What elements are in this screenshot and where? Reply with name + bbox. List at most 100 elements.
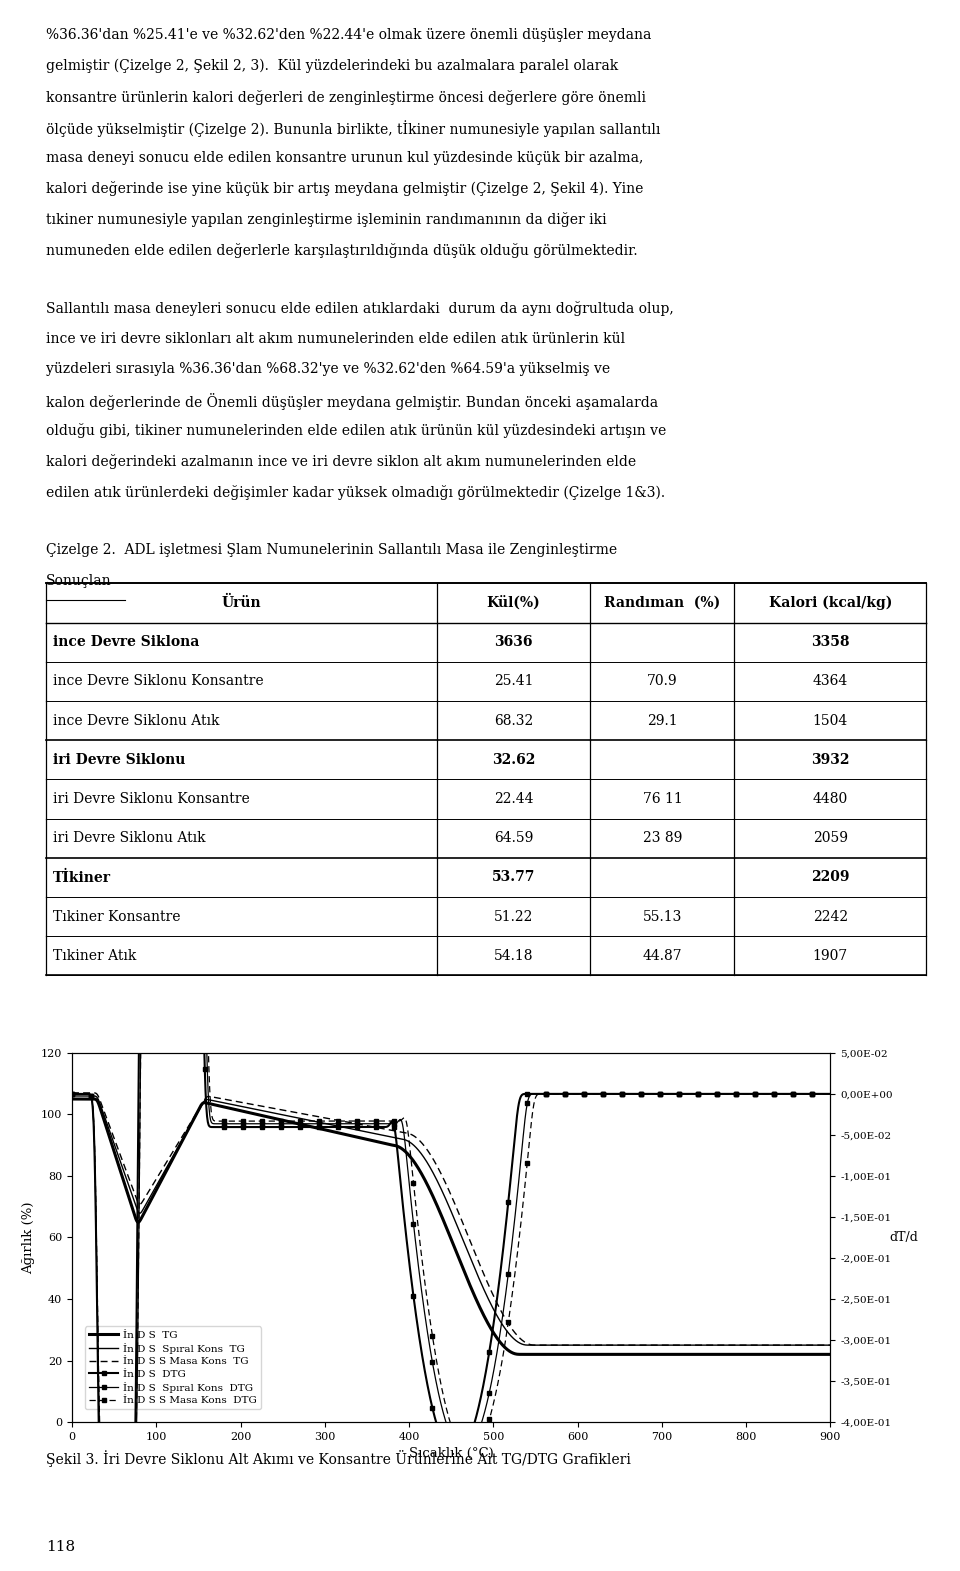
İn D S S Masa Kons  DTG: [118, 1478, 130, 1497]
Text: Randıman  (%): Randıman (%): [604, 595, 721, 610]
Text: 29.1: 29.1: [647, 713, 678, 727]
İn D S  Spıral Kons  TG: [435, 1178, 446, 1197]
İn D S  Spıral Kons  DTG: [66, 1084, 78, 1103]
İn D S  Spıral Kons  DTG: [105, 1500, 116, 1519]
Text: 32.62: 32.62: [492, 753, 536, 767]
Text: tıkiner numunesiyle yapılan zenginleştirme işleminin randımanının da diğer iki: tıkiner numunesiyle yapılan zenginleştir…: [46, 212, 607, 228]
Text: ince Devre Siklonu Atık: ince Devre Siklonu Atık: [53, 713, 219, 727]
Text: edilen atık ürünlerdeki değişimler kadar yüksek olmadığı görülmektedir (Çizelge : edilen atık ürünlerdeki değişimler kadar…: [46, 485, 665, 500]
İn D S S Masa Kons  DTG: [105, 1478, 116, 1497]
Text: kalori değerindeki azalmanın ince ve iri devre siklon alt akım numunelerinden el: kalori değerindeki azalmanın ince ve iri…: [46, 454, 636, 470]
Text: Sallantılı masa deneyleri sonucu elde edilen atıklardaki  durum da aynı doğrultu: Sallantılı masa deneyleri sonucu elde ed…: [46, 302, 674, 316]
Text: 76 11: 76 11: [642, 792, 683, 806]
İn D S S Masa Kons  TG: [435, 1164, 446, 1183]
Y-axis label: Ağırlık (%): Ağırlık (%): [22, 1202, 36, 1274]
Text: Şekil 3. İri Devre Siklonu Alt Akımı ve Konsantre Ürünlerine Ait TG/DTG Grafikle: Şekil 3. İri Devre Siklonu Alt Akımı ve …: [46, 1450, 631, 1467]
Text: 44.87: 44.87: [642, 949, 683, 963]
Text: 64.59: 64.59: [493, 831, 534, 845]
Line: İn D S S Masa Kons  DTG: İn D S S Masa Kons DTG: [69, 851, 833, 1491]
Text: 4480: 4480: [813, 792, 848, 806]
Text: 23 89: 23 89: [642, 831, 683, 845]
İn D S  DTG: [804, 1084, 815, 1103]
Text: 2242: 2242: [813, 910, 848, 924]
Text: 2209: 2209: [811, 870, 850, 884]
Text: Kalori (kcal/kg): Kalori (kcal/kg): [769, 595, 892, 610]
Text: ince Devre Siklonu Konsantre: ince Devre Siklonu Konsantre: [53, 674, 263, 688]
İn D S  Spıral Kons  DTG: [416, 1280, 427, 1299]
Text: Tİkiner: Tİkiner: [53, 870, 110, 884]
Legend: İn D S  TG, İn D S  Spıral Kons  TG, İn D S S Masa Kons  TG, İn D S  DTG, İn D S: İn D S TG, İn D S Spıral Kons TG, İn D S…: [84, 1326, 261, 1409]
İn D S  TG: [519, 1345, 531, 1364]
İn D S S Masa Kons  DTG: [804, 1084, 815, 1103]
İn D S  TG: [663, 1345, 675, 1364]
İn D S  Spıral Kons  DTG: [436, 1397, 447, 1415]
İn D S  TG: [435, 1205, 446, 1224]
Line: İn D S  DTG: İn D S DTG: [69, 814, 833, 1552]
İn D S  DTG: [664, 1084, 676, 1103]
İn D S  DTG: [105, 1540, 116, 1558]
Text: iri Devre Siklonu Atık: iri Devre Siklonu Atık: [53, 831, 205, 845]
İn D S S Masa Kons  TG: [105, 1120, 116, 1139]
İn D S  TG: [66, 1090, 78, 1109]
Text: 4364: 4364: [813, 674, 848, 688]
Text: 3358: 3358: [811, 635, 850, 649]
İn D S  TG: [825, 1345, 836, 1364]
Text: konsantre ürünlerin kalori değerleri de zenginleştirme öncesi değerlere göre öne: konsantre ürünlerin kalori değerleri de …: [46, 90, 646, 105]
Text: 3636: 3636: [494, 635, 533, 649]
İn D S  TG: [803, 1345, 814, 1364]
Text: 70.9: 70.9: [647, 674, 678, 688]
İn D S  DTG: [803, 1084, 814, 1103]
İn D S  Spıral Kons  TG: [528, 1335, 540, 1354]
Text: 2059: 2059: [813, 831, 848, 845]
İn D S  Spıral Kons  TG: [105, 1125, 116, 1144]
Text: olduğu gibi, tikiner numunelerinden elde edilen atık ürünün kül yüzdesindeki art: olduğu gibi, tikiner numunelerinden elde…: [46, 424, 666, 438]
İn D S S Masa Kons  DTG: [664, 1084, 676, 1103]
Text: kalon değerlerinde de Önemli düşüşler meydana gelmiştir. Bundan önceki aşamalard: kalon değerlerinde de Önemli düşüşler me…: [46, 393, 659, 410]
İn D S  Spıral Kons  TG: [803, 1335, 814, 1354]
Text: Sonuçlan: Sonuçlan: [46, 573, 111, 588]
Text: Kül(%): Kül(%): [487, 595, 540, 610]
Text: ince Devre Siklona: ince Devre Siklona: [53, 635, 199, 649]
İn D S  TG: [105, 1131, 116, 1150]
İn D S  DTG: [436, 1430, 447, 1448]
İn D S  DTG: [825, 1084, 836, 1103]
İn D S S Masa Kons  DTG: [160, 845, 172, 864]
İn D S S Masa Kons  TG: [803, 1335, 814, 1354]
İn D S  Spıral Kons  DTG: [664, 1084, 676, 1103]
Text: 118: 118: [46, 1540, 75, 1554]
İn D S  TG: [803, 1345, 814, 1364]
İn D S  Spıral Kons  DTG: [803, 1084, 814, 1103]
Text: 22.44: 22.44: [493, 792, 534, 806]
Text: Ürün: Ürün: [222, 595, 261, 610]
Text: yüzdeleri sırasıyla %36.36'dan %68.32'ye ve %32.62'den %64.59'a yükselmiş ve: yüzdeleri sırasıyla %36.36'dan %68.32'ye…: [46, 363, 611, 375]
Text: ölçüde yükselmiştir (Çizelge 2). Bununla birlikte, tİkiner numunesiyle yapılan s: ölçüde yükselmiştir (Çizelge 2). Bununla…: [46, 121, 660, 137]
İn D S S Masa Kons  TG: [803, 1335, 814, 1354]
Text: 51.22: 51.22: [493, 910, 534, 924]
Text: 1907: 1907: [813, 949, 848, 963]
İn D S S Masa Kons  TG: [415, 1133, 426, 1152]
İn D S S Masa Kons  DTG: [436, 1378, 447, 1397]
Text: 54.18: 54.18: [493, 949, 534, 963]
Y-axis label: dT/d: dT/d: [889, 1232, 919, 1244]
Text: gelmiştir (Çizelge 2, Şekil 2, 3).  Kül yüzdelerindeki bu azalmalara paralel ola: gelmiştir (Çizelge 2, Şekil 2, 3). Kül y…: [46, 58, 618, 74]
İn D S  Spıral Kons  TG: [663, 1335, 675, 1354]
İn D S  DTG: [172, 807, 183, 826]
İn D S  Spıral Kons  TG: [803, 1335, 814, 1354]
Text: 3932: 3932: [811, 753, 850, 767]
İn D S  Spıral Kons  DTG: [804, 1084, 815, 1103]
Text: numuneden elde edilen değerlerle karşılaştırıldığında düşük olduğu görülmektedir: numuneden elde edilen değerlerle karşıla…: [46, 242, 637, 258]
Line: İn D S  Spıral Kons  TG: İn D S Spıral Kons TG: [72, 1097, 830, 1345]
Text: 25.41: 25.41: [493, 674, 534, 688]
İn D S S Masa Kons  TG: [663, 1335, 675, 1354]
İn D S S Masa Kons  TG: [66, 1084, 78, 1103]
Text: Tıkiner Konsantre: Tıkiner Konsantre: [53, 910, 180, 924]
İn D S S Masa Kons  DTG: [416, 1246, 427, 1265]
Text: 53.77: 53.77: [492, 870, 536, 884]
İn D S  Spıral Kons  TG: [825, 1335, 836, 1354]
İn D S S Masa Kons  DTG: [66, 1084, 78, 1103]
Text: masa deneyi sonucu elde edilen konsantre urunun kul yüzdesinde küçük bir azalma,: masa deneyi sonucu elde edilen konsantre…: [46, 151, 643, 165]
İn D S  Spıral Kons  DTG: [172, 825, 183, 844]
İn D S  DTG: [66, 1084, 78, 1103]
Text: kalori değerinde ise yine küçük bir artış meydana gelmiştir (Çizelge 2, Şekil 4): kalori değerinde ise yine küçük bir artı…: [46, 181, 643, 196]
Text: 1504: 1504: [813, 713, 848, 727]
